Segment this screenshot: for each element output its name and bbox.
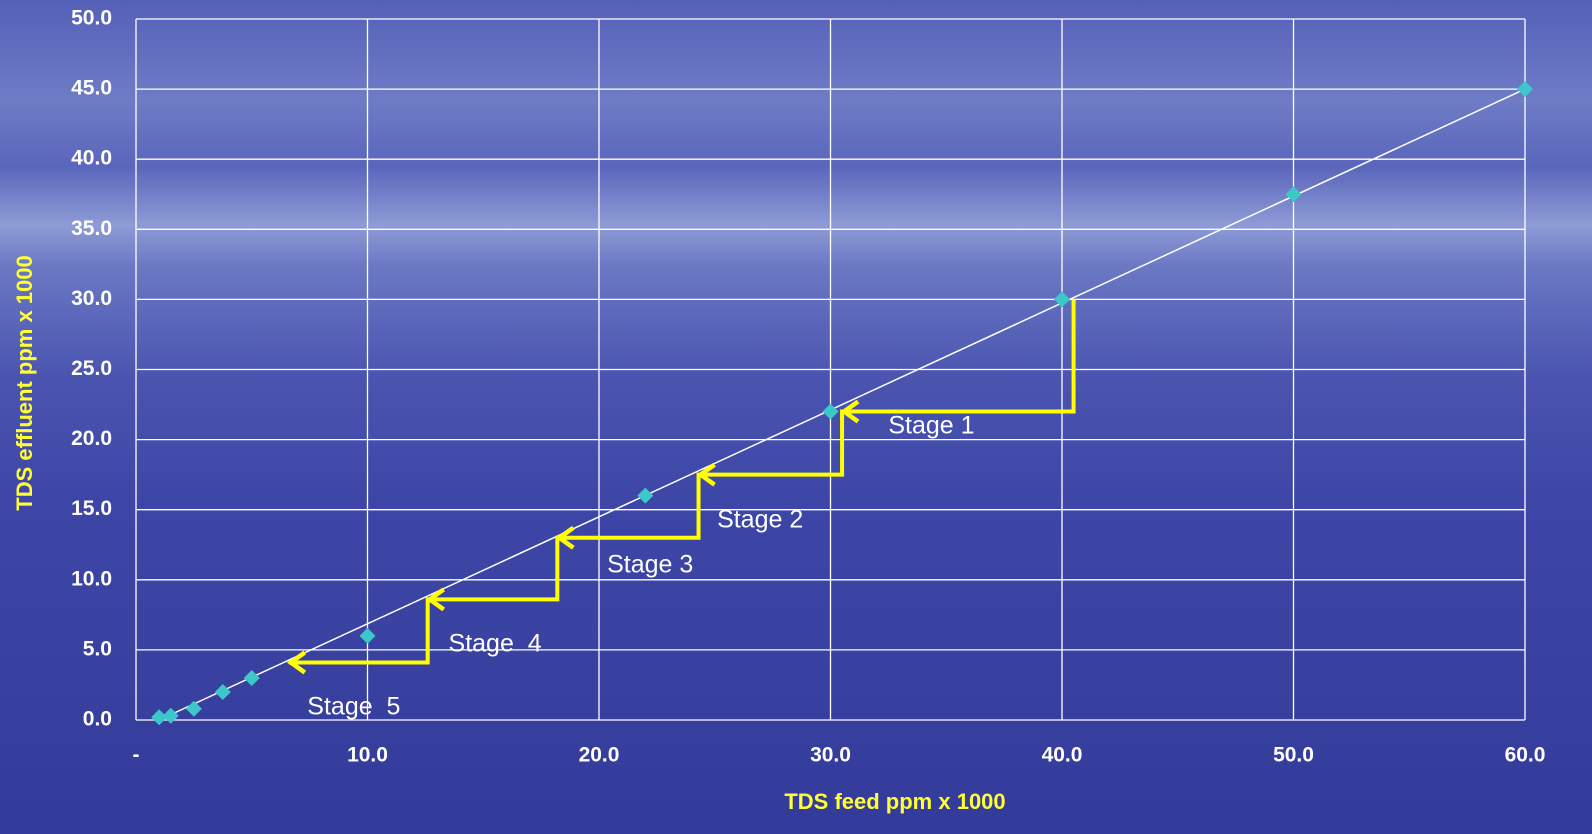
- data-point: [637, 488, 653, 504]
- x-tick-label: -: [133, 744, 140, 767]
- y-tick-label: 10.0: [71, 567, 112, 590]
- y-axis-label: TDS effluent ppm x 1000: [12, 255, 37, 511]
- y-tick-label: 15.0: [71, 497, 112, 520]
- data-point: [1517, 81, 1533, 97]
- x-tick-label: 40.0: [1042, 744, 1083, 767]
- y-tick-label: 30.0: [71, 287, 112, 310]
- data-point: [823, 404, 839, 420]
- stage-label: Stage 2: [717, 506, 803, 534]
- data-point: [360, 628, 376, 644]
- data-point: [244, 670, 260, 686]
- stage-label: Stage 5: [307, 693, 400, 721]
- x-tick-label: 10.0: [347, 744, 388, 767]
- x-axis-label: TDS feed ppm x 1000: [784, 789, 1005, 814]
- data-point: [215, 684, 231, 700]
- x-tick-label: 20.0: [579, 744, 620, 767]
- stage-label: Stage 1: [888, 412, 974, 440]
- y-tick-label: 0.0: [83, 708, 112, 731]
- y-tick-label: 40.0: [71, 147, 112, 170]
- x-tick-label: 60.0: [1505, 744, 1546, 767]
- page: {"chart_data": { "type": "scatter", "x_l…: [0, 0, 1592, 834]
- stage-label: Stage 3: [607, 550, 693, 578]
- stage-label: Stage 4: [449, 630, 542, 658]
- x-tick-label: 30.0: [810, 744, 851, 767]
- data-point: [1286, 186, 1302, 202]
- data-point: [186, 701, 202, 717]
- x-tick-label: 50.0: [1273, 744, 1314, 767]
- stage-steps: [289, 299, 1074, 662]
- y-tick-label: 35.0: [71, 217, 112, 240]
- y-tick-label: 20.0: [71, 427, 112, 450]
- y-tick-label: 50.0: [71, 7, 112, 30]
- trend-line: [159, 89, 1525, 720]
- chart: TDS feed ppm x 1000 TDS effluent ppm x 1…: [0, 0, 1592, 834]
- y-tick-label: 5.0: [83, 637, 112, 660]
- y-tick-label: 25.0: [71, 357, 112, 380]
- data-point: [163, 708, 179, 724]
- y-tick-label: 45.0: [71, 77, 112, 100]
